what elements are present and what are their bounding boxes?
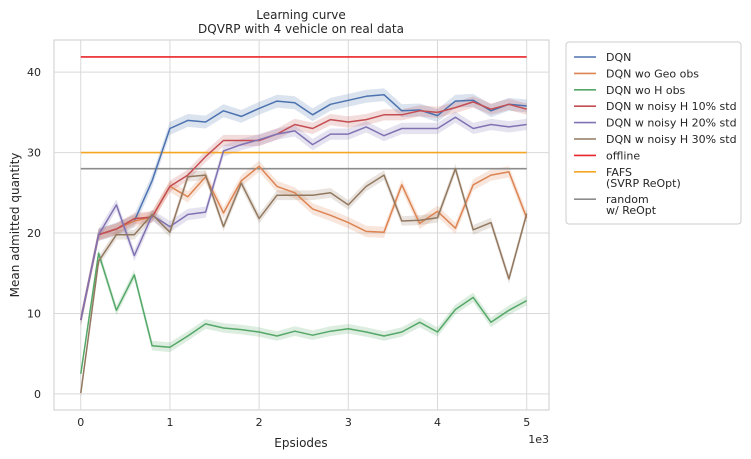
x-axis-label: Epsiodes: [274, 436, 327, 450]
legend-label-fafs-svrp-reopt: FAFS (SVRP ReOpt): [606, 166, 681, 190]
y-axis-label: Mean admitted quantity: [8, 153, 22, 298]
legend-label-line: DQN w noisy H 20% std: [606, 117, 737, 130]
x-tick-label: 0: [77, 416, 84, 429]
legend-label-line: random: [606, 193, 649, 206]
x-tick-label: 2: [256, 416, 263, 429]
legend-label-line: DQN wo Geo obs: [606, 67, 699, 80]
legend-label-dqn-wo-geo-obs: DQN wo Geo obs: [606, 67, 699, 80]
legend-label-line: DQN wo H obs: [606, 84, 686, 97]
x-tick-label: 1: [166, 416, 173, 429]
legend-label-line: DQN w noisy H 30% std: [606, 133, 737, 146]
x-axis-offset-label: 1e3: [528, 433, 549, 446]
legend-label-line: FAFS: [606, 166, 632, 179]
y-tick-label: 30: [27, 147, 41, 160]
x-tick-labels: 0 1 2 3 4 5: [77, 416, 530, 429]
line-dqn-w-noisy-h-10-std: [80, 101, 527, 321]
legend-label-random-w-reopt: random w/ ReOpt: [606, 193, 657, 217]
legend-label-dqn-w-noisy-h-20-std: DQN w noisy H 20% std: [606, 117, 737, 130]
legend-label-dqn-wo-h-obs: DQN wo H obs: [606, 84, 686, 97]
reference-lines: [80, 56, 527, 170]
legend: DQN DQN wo Geo obs DQN wo H obs DQN w noisy…: [565, 41, 742, 225]
y-tick-label: 40: [27, 66, 41, 79]
legend-label-line: DQN: [606, 51, 631, 64]
line-dqn-w-noisy-h-30-std: [80, 167, 528, 394]
y-tick-label: 10: [27, 307, 41, 320]
confidence-bands: [80, 88, 527, 398]
legend-label-dqn-w-noisy-h-10-std: DQN w noisy H 10% std: [606, 100, 737, 113]
chart-subtitle: DQVRP with 4 vehicle on real data: [198, 22, 404, 36]
chart-title: Learning curve: [256, 8, 346, 22]
legend-entries: DQN DQN wo Geo obs DQN wo H obs DQN w noisy…: [574, 51, 737, 217]
band-dqn-w-noisy-h-30-std: [80, 163, 527, 398]
band-dqn-wo-geo-obs: [80, 160, 527, 326]
legend-box: [565, 41, 742, 225]
y-tick-label: 20: [27, 227, 41, 240]
x-tick-label: 4: [434, 416, 441, 429]
legend-label-line: (SVRP ReOpt): [606, 177, 681, 190]
x-tick-label: 3: [345, 416, 352, 429]
legend-label-dqn-w-noisy-h-30-std: DQN w noisy H 30% std: [606, 133, 737, 146]
y-tick-label: 0: [34, 388, 41, 401]
line-dqn-wo-h-obs: [80, 252, 528, 374]
series-lines: [80, 93, 528, 394]
plot-background: [53, 39, 550, 411]
x-tick-label: 5: [523, 416, 530, 429]
y-tick-labels: 0 10 20 30 40: [27, 66, 41, 401]
legend-label-line: w/ ReOpt: [606, 204, 657, 217]
legend-label-line: offline: [606, 149, 640, 162]
legend-label-line: DQN w noisy H 10% std: [606, 100, 737, 113]
legend-label-offline: offline: [606, 149, 640, 162]
legend-label-dqn: DQN: [606, 51, 631, 64]
line-dqn: [80, 93, 527, 321]
